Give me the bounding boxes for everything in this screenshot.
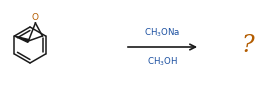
Text: O: O [32,13,39,22]
Text: CH$_3$ONa: CH$_3$ONa [144,26,181,39]
Text: CH$_3$OH: CH$_3$OH [147,55,178,68]
Text: ?: ? [242,33,254,56]
Polygon shape [14,36,29,42]
